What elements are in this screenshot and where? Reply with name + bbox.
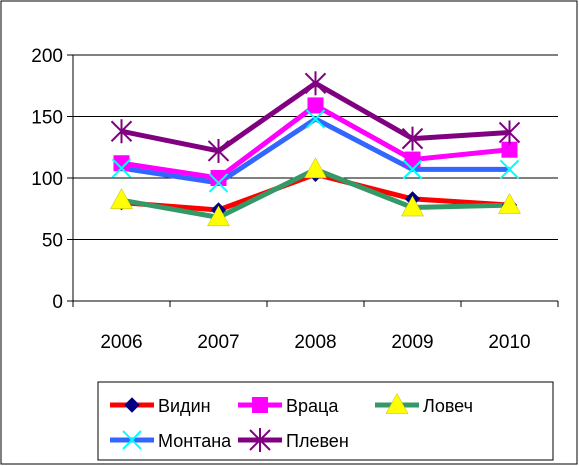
- legend-marker: [122, 430, 142, 450]
- data-point: [113, 155, 130, 172]
- data-point: [208, 173, 229, 193]
- legend-label: Плевен: [286, 431, 349, 451]
- data-point: [307, 97, 324, 114]
- legend-item: Плевен: [238, 428, 349, 452]
- data-point: [110, 188, 133, 209]
- legend-marker: [385, 392, 409, 414]
- x-tick-label: 2008: [294, 332, 336, 353]
- legend-label: Видин: [158, 396, 211, 416]
- y-tick-label: 150: [31, 108, 63, 129]
- data-point: [305, 109, 326, 129]
- legend-item: Ловеч: [375, 392, 473, 416]
- x-tick-label: 2007: [197, 332, 239, 353]
- data-point: [207, 205, 230, 227]
- x-tick-label: 2009: [391, 332, 433, 353]
- legend-label: Ловеч: [423, 396, 473, 416]
- data-point: [110, 119, 133, 144]
- data-point: [111, 158, 132, 178]
- legend-item: Враца: [238, 396, 339, 416]
- legend-item: Монтана: [110, 430, 232, 451]
- y-tick-label: 0: [52, 292, 63, 313]
- y-tick-label: 100: [31, 169, 63, 190]
- legend-label: Враца: [286, 396, 339, 416]
- data-point: [404, 151, 421, 168]
- legend-box: [97, 381, 554, 461]
- x-tick-label: 2010: [488, 332, 530, 353]
- data-point: [304, 71, 327, 96]
- data-point: [501, 141, 518, 158]
- y-tick-labels: 0 50 100 150 200: [31, 46, 63, 313]
- legend-item: Видин: [110, 396, 211, 416]
- y-tick-label: 50: [42, 231, 63, 252]
- data-point: [402, 159, 423, 180]
- legend-marker: [124, 397, 140, 413]
- y-tick-label: 200: [31, 46, 63, 67]
- legend-marker: [252, 397, 268, 413]
- data-point: [304, 157, 327, 179]
- axes: [67, 54, 559, 307]
- data-point: [210, 170, 227, 186]
- series-group: [110, 71, 521, 227]
- data-point: [499, 159, 520, 180]
- x-tick-labels: 2006 2007 2008 2009 2010: [100, 332, 530, 353]
- data-point: [498, 120, 521, 145]
- data-point: [401, 195, 424, 217]
- legend-marker: [249, 428, 271, 452]
- data-point: [498, 193, 521, 214]
- x-tick-label: 2006: [100, 332, 142, 353]
- data-point: [207, 138, 230, 163]
- legend-label: Монтана: [158, 431, 232, 451]
- legend: Видин Враца Ловеч Монтана Плевен: [97, 381, 554, 461]
- data-point: [401, 126, 424, 151]
